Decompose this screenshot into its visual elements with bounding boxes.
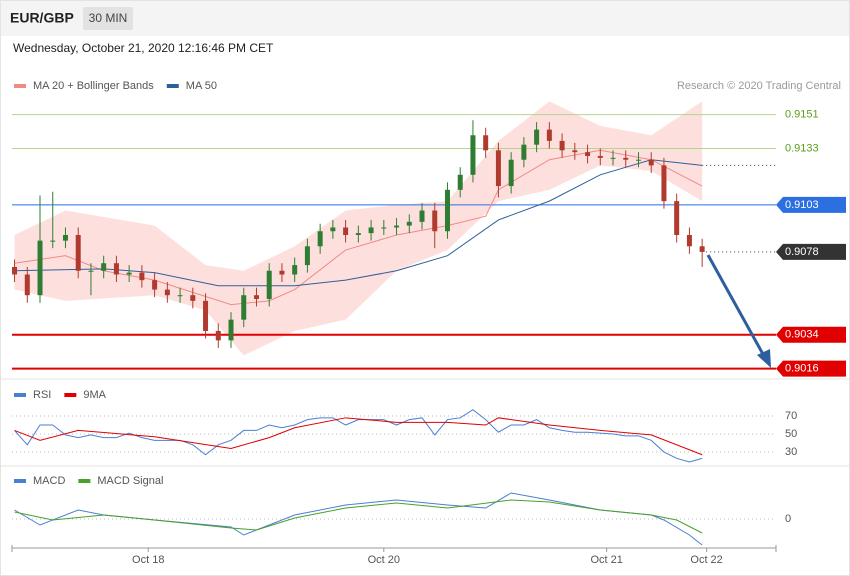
candle-body (139, 272, 145, 281)
candle-body (215, 330, 221, 341)
forecast-arrow (706, 254, 771, 368)
candle-body (597, 155, 603, 158)
legend-label: 9MA (83, 389, 106, 401)
candle-body (495, 150, 501, 187)
candle-body (101, 263, 107, 271)
header-bar (1, 1, 849, 36)
candle-body (699, 246, 705, 252)
legend-swatch (14, 479, 26, 483)
symbol: EUR/GBP (10, 10, 74, 26)
x-tick-label: Oct 22 (690, 554, 722, 566)
candle-body (330, 227, 336, 232)
price-level-label: 0.9133 (785, 142, 819, 154)
arrow-shaft (706, 254, 766, 357)
candle-body (304, 246, 310, 266)
candle-body (419, 210, 425, 222)
x-tick-label: Oct 21 (590, 554, 622, 566)
price-tag-label: 0.9034 (785, 329, 819, 341)
legend-label: MACD (33, 475, 65, 487)
legend-label: RSI (33, 389, 51, 401)
y-tick-label: 30 (785, 446, 797, 458)
legend-label: MA 50 (186, 80, 217, 92)
candle-body (585, 152, 591, 156)
timestamp: Wednesday, October 21, 2020 12:16:46 PM … (13, 41, 274, 55)
candle-body (470, 135, 476, 175)
candle-body (164, 289, 170, 296)
candle-body (521, 144, 527, 160)
candle-body (279, 270, 285, 275)
price-tag-label: 0.9103 (785, 199, 819, 211)
legend-label: MACD Signal (97, 475, 163, 487)
candle-body (177, 295, 183, 297)
price-tag (776, 360, 846, 377)
legend-swatch (14, 84, 26, 88)
price-tag (776, 243, 846, 260)
candle-body (406, 221, 412, 226)
price-tag (776, 326, 846, 343)
interval-button[interactable] (83, 7, 133, 30)
x-tick-label: Oct 18 (132, 554, 164, 566)
candle-body (24, 274, 30, 296)
interval[interactable]: 30 MIN (89, 11, 128, 25)
candle-body (228, 319, 234, 341)
candle-body (343, 227, 349, 235)
price-tag (776, 196, 846, 213)
candle-body (126, 272, 132, 275)
candle-body (75, 234, 81, 271)
candle-body (648, 159, 654, 166)
candle-body (292, 265, 298, 275)
candle-body (546, 129, 552, 141)
candle-body (62, 234, 68, 241)
series-line (14, 409, 703, 463)
y-tick-label: 0 (785, 513, 791, 525)
candle-body (317, 231, 323, 247)
candle-body (508, 159, 514, 187)
candle-body (432, 210, 438, 232)
candle-body (355, 233, 361, 235)
candle-body (381, 227, 387, 229)
candle-body (635, 159, 641, 161)
candle-body (444, 189, 450, 232)
series-line (14, 499, 703, 534)
candle-body (113, 263, 119, 275)
candle-body (661, 165, 667, 202)
candle-body (190, 295, 196, 301)
candle-body (623, 157, 629, 160)
legend-swatch (78, 479, 91, 483)
candle-body (50, 240, 56, 242)
candle-body (534, 129, 540, 145)
plot-layer: 0.9151 0.9133 0.9103 0.9078 0.9034 0.9016 MA 2… (11, 80, 846, 566)
candle-body (241, 295, 247, 320)
candle-body (559, 140, 565, 151)
candle-body (572, 150, 578, 153)
x-tick-label: Oct 20 (368, 554, 400, 566)
credit: Research © 2020 Trading Central (677, 80, 841, 92)
candle-body (674, 201, 680, 235)
price-level-label: 0.9151 (785, 108, 819, 120)
legend-swatch (166, 84, 179, 88)
candle-body (686, 234, 692, 247)
candle-body (253, 295, 259, 299)
candle-body (457, 174, 463, 190)
legend-swatch (64, 393, 77, 397)
candle-body (394, 225, 400, 228)
candle-body (203, 300, 209, 331)
legend-swatch (14, 393, 26, 397)
series-line (14, 417, 703, 456)
candle-body (88, 270, 94, 272)
price-tag-label: 0.9016 (785, 362, 819, 374)
legend-label: MA 20 + Bollinger Bands (33, 80, 154, 92)
y-tick-label: 70 (785, 410, 797, 422)
y-tick-label: 50 (785, 428, 797, 440)
candle-body (610, 157, 616, 159)
price-tag-label: 0.9078 (785, 246, 819, 258)
candle-body (152, 280, 158, 290)
candle-body (266, 270, 272, 299)
arrow-head (757, 349, 771, 368)
candle-body (37, 240, 43, 296)
candle-body (483, 135, 489, 151)
candle-body (368, 227, 374, 234)
candle-body (12, 266, 18, 275)
